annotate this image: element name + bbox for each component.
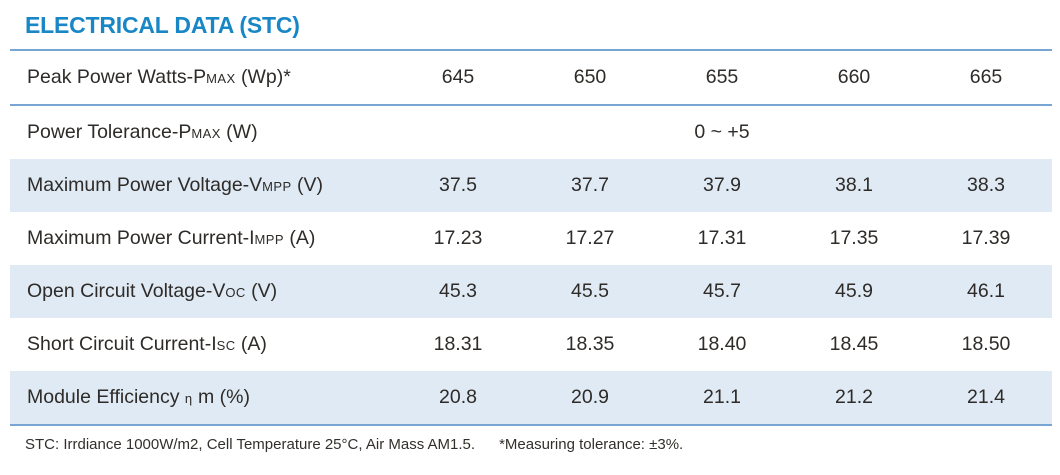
divider-top: [10, 49, 1052, 51]
value-cell: 21.2: [835, 386, 873, 408]
value-cell: 17.27: [565, 227, 615, 249]
row-label-subscript: MPP: [262, 179, 292, 194]
row-label-text: Maximum Power Voltage-V: [27, 174, 263, 196]
value-cell: 665: [969, 66, 1003, 88]
table-row-module-efficiency: Module Efficiency η m (%) 20.8 20.9 21.1…: [10, 371, 1052, 424]
row-label-unit: (A): [235, 333, 267, 355]
footnote-measuring-tolerance: *Measuring tolerance: ±3%.: [499, 436, 684, 453]
value-cell: 37.5: [439, 174, 477, 196]
row-label-unit: (V): [291, 174, 323, 196]
value-cell: 38.3: [967, 174, 1005, 196]
row-label: Open Circuit Voltage-VOC (V): [10, 280, 392, 303]
table-row-max-power-voltage: Maximum Power Voltage-VMPP (V) 37.5 37.7…: [10, 159, 1052, 212]
value-cell: 18.50: [961, 333, 1011, 355]
table-row-max-power-current: Maximum Power Current-IMPP (A) 17.23 17.…: [10, 212, 1052, 265]
row-label-unit: (V): [245, 280, 278, 302]
row-label-text: Peak Power Watts-P: [27, 66, 207, 88]
row-label-text: Module Efficiency: [27, 386, 185, 408]
value-cell: 17.35: [829, 227, 879, 249]
value-cell: 21.4: [967, 386, 1005, 408]
value-cell: 18.45: [829, 333, 879, 355]
value-cell: 38.1: [835, 174, 873, 196]
value-cell: 45.9: [835, 280, 873, 302]
value-cell: 18.31: [433, 333, 483, 355]
row-label: Power Tolerance-PMAX (W): [10, 121, 392, 144]
value-cell: 37.7: [571, 174, 609, 196]
table-row-peak-power: Peak Power Watts-PMAX (Wp)* 645 650 655 …: [10, 51, 1052, 104]
row-label: Peak Power Watts-PMAX (Wp)*: [10, 66, 392, 89]
value-cell: 18.35: [565, 333, 615, 355]
value-cell: 46.1: [967, 280, 1005, 302]
section-title: ELECTRICAL DATA (STC): [25, 12, 300, 38]
row-label-subscript: MAX: [206, 71, 236, 86]
row-label-unit: (A): [283, 227, 316, 249]
electrical-data-table: Peak Power Watts-PMAX (Wp)* 645 650 655 …: [10, 49, 1052, 426]
value-cell: 45.7: [703, 280, 741, 302]
row-label-unit: (Wp)*: [235, 66, 291, 88]
row-label-text: Short Circuit Current-I: [27, 333, 217, 355]
value-cell: 655: [705, 66, 739, 88]
value-cell-spanning: 0 ~ +5: [694, 121, 750, 143]
row-label-text: Power Tolerance-P: [27, 121, 192, 143]
value-cell: 20.9: [571, 386, 609, 408]
value-cell: 45.3: [439, 280, 477, 302]
table-row-short-circuit-current: Short Circuit Current-ISC (A) 18.31 18.3…: [10, 318, 1052, 371]
value-cell: 20.8: [439, 386, 477, 408]
value-cell: 21.1: [703, 386, 741, 408]
row-label-subscript: OC: [225, 285, 246, 300]
value-cell: 37.9: [703, 174, 741, 196]
footnote-stc-conditions: STC: Irrdiance 1000W/m2, Cell Temperatur…: [25, 436, 476, 453]
electrical-data-sheet: ELECTRICAL DATA (STC) Peak Power Watts-P…: [0, 12, 1060, 453]
row-label: Module Efficiency η m (%): [10, 386, 392, 409]
row-label-unit: m (%): [192, 386, 250, 408]
row-label-unit: (W): [220, 121, 258, 143]
divider-after-peak-power: [10, 104, 1052, 106]
row-label: Maximum Power Voltage-VMPP (V): [10, 174, 392, 197]
value-cell: 17.39: [961, 227, 1011, 249]
value-cell: 45.5: [571, 280, 609, 302]
value-cell: 18.40: [697, 333, 747, 355]
value-cell: 650: [573, 66, 607, 88]
footnote: STC: Irrdiance 1000W/m2, Cell Temperatur…: [25, 436, 1060, 453]
row-label-subscript: MAX: [191, 126, 221, 141]
table-row-open-circuit-voltage: Open Circuit Voltage-VOC (V) 45.3 45.5 4…: [10, 265, 1052, 318]
row-label: Maximum Power Current-IMPP (A): [10, 227, 392, 250]
value-cell: 17.23: [433, 227, 483, 249]
table-row-power-tolerance: Power Tolerance-PMAX (W) 0 ~ +5: [10, 106, 1052, 159]
row-label-subscript: SC: [216, 338, 236, 353]
value-cell: 660: [837, 66, 871, 88]
row-label-subscript: MPP: [254, 232, 284, 247]
row-label-subscript: η: [184, 391, 193, 406]
row-label-text: Open Circuit Voltage-V: [27, 280, 226, 302]
divider-bottom: [10, 424, 1052, 426]
value-cell: 645: [441, 66, 475, 88]
value-cell: 17.31: [697, 227, 747, 249]
row-label: Short Circuit Current-ISC (A): [10, 333, 392, 356]
row-label-text: Maximum Power Current-I: [27, 227, 255, 249]
